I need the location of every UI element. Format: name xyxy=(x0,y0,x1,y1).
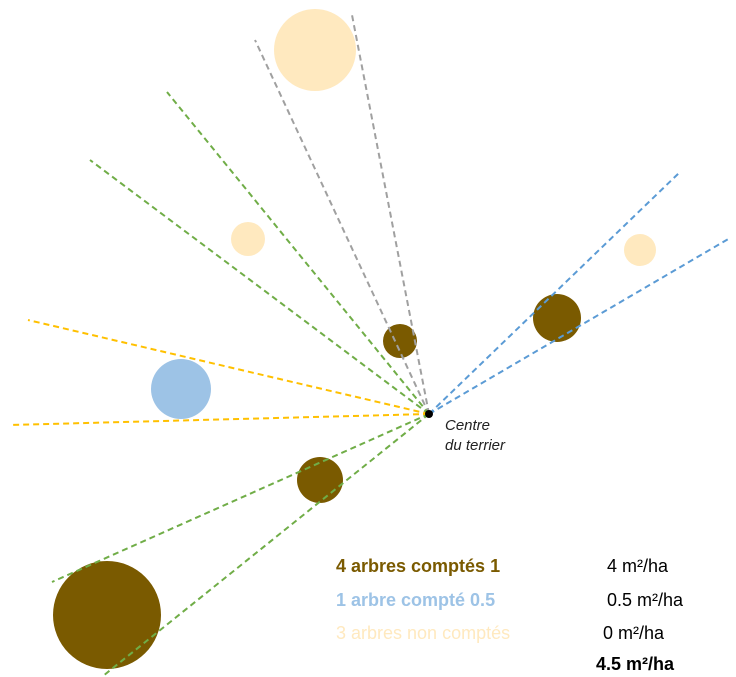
legend-counted-value: 4 m²/ha xyxy=(607,556,669,576)
plot-center-label-line1: Centre xyxy=(445,417,491,434)
sight-line-gray-1 xyxy=(254,39,430,415)
plot-center-label: Centre du terrier xyxy=(445,416,505,456)
sight-line-green-3 xyxy=(51,413,430,583)
tree-half-counted xyxy=(151,359,211,419)
legend-not-counted-value: 0 m²/ha xyxy=(603,623,665,643)
tree-counted-large xyxy=(53,561,161,669)
legend-not-counted-text: 3 arbres non comptés xyxy=(336,623,511,643)
plot-center-label-line2: du terrier xyxy=(445,437,506,454)
tree-not-counted-large xyxy=(274,9,356,91)
sight-line-green-1 xyxy=(166,91,430,415)
tree-counted-right xyxy=(533,294,581,342)
legend-half-value: 0.5 m²/ha xyxy=(607,590,684,610)
sight-line-green-2 xyxy=(89,159,430,415)
tree-not-counted-small-left xyxy=(231,222,265,256)
sight-line-blue-1 xyxy=(428,171,681,415)
legend-half-text: 1 arbre compté 0.5 xyxy=(336,590,496,610)
legend-counted-text: 4 arbres comptés 1 xyxy=(336,556,501,576)
sight-line-blue-2 xyxy=(428,237,731,415)
sight-line-yellow-1 xyxy=(27,319,430,415)
plot-center-dot xyxy=(425,410,433,418)
sight-line-gray-2 xyxy=(351,14,430,415)
tree-counted-middle xyxy=(297,457,343,503)
legend-total-value: 4.5 m²/ha xyxy=(596,654,675,674)
tree-counted-small xyxy=(383,324,417,358)
tree-not-counted-small-right xyxy=(624,234,656,266)
sight-line-yellow-2 xyxy=(9,413,430,426)
